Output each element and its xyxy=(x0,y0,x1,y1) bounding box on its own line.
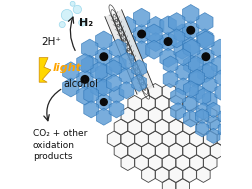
Circle shape xyxy=(164,38,171,45)
Circle shape xyxy=(61,9,72,21)
Polygon shape xyxy=(105,10,153,94)
Circle shape xyxy=(100,99,107,105)
Text: light: light xyxy=(52,63,81,73)
Polygon shape xyxy=(39,58,51,82)
Circle shape xyxy=(59,22,65,28)
Circle shape xyxy=(78,19,85,26)
Circle shape xyxy=(100,53,107,60)
Circle shape xyxy=(70,1,75,6)
Circle shape xyxy=(201,53,209,60)
Text: alcohol: alcohol xyxy=(63,79,98,89)
Text: CO₂ + other
oxidation
products: CO₂ + other oxidation products xyxy=(33,129,87,161)
Text: 2H⁺: 2H⁺ xyxy=(41,37,61,46)
Circle shape xyxy=(81,76,88,83)
Text: H₂: H₂ xyxy=(78,18,92,28)
Circle shape xyxy=(73,5,81,14)
Circle shape xyxy=(137,30,145,38)
Circle shape xyxy=(186,26,194,34)
